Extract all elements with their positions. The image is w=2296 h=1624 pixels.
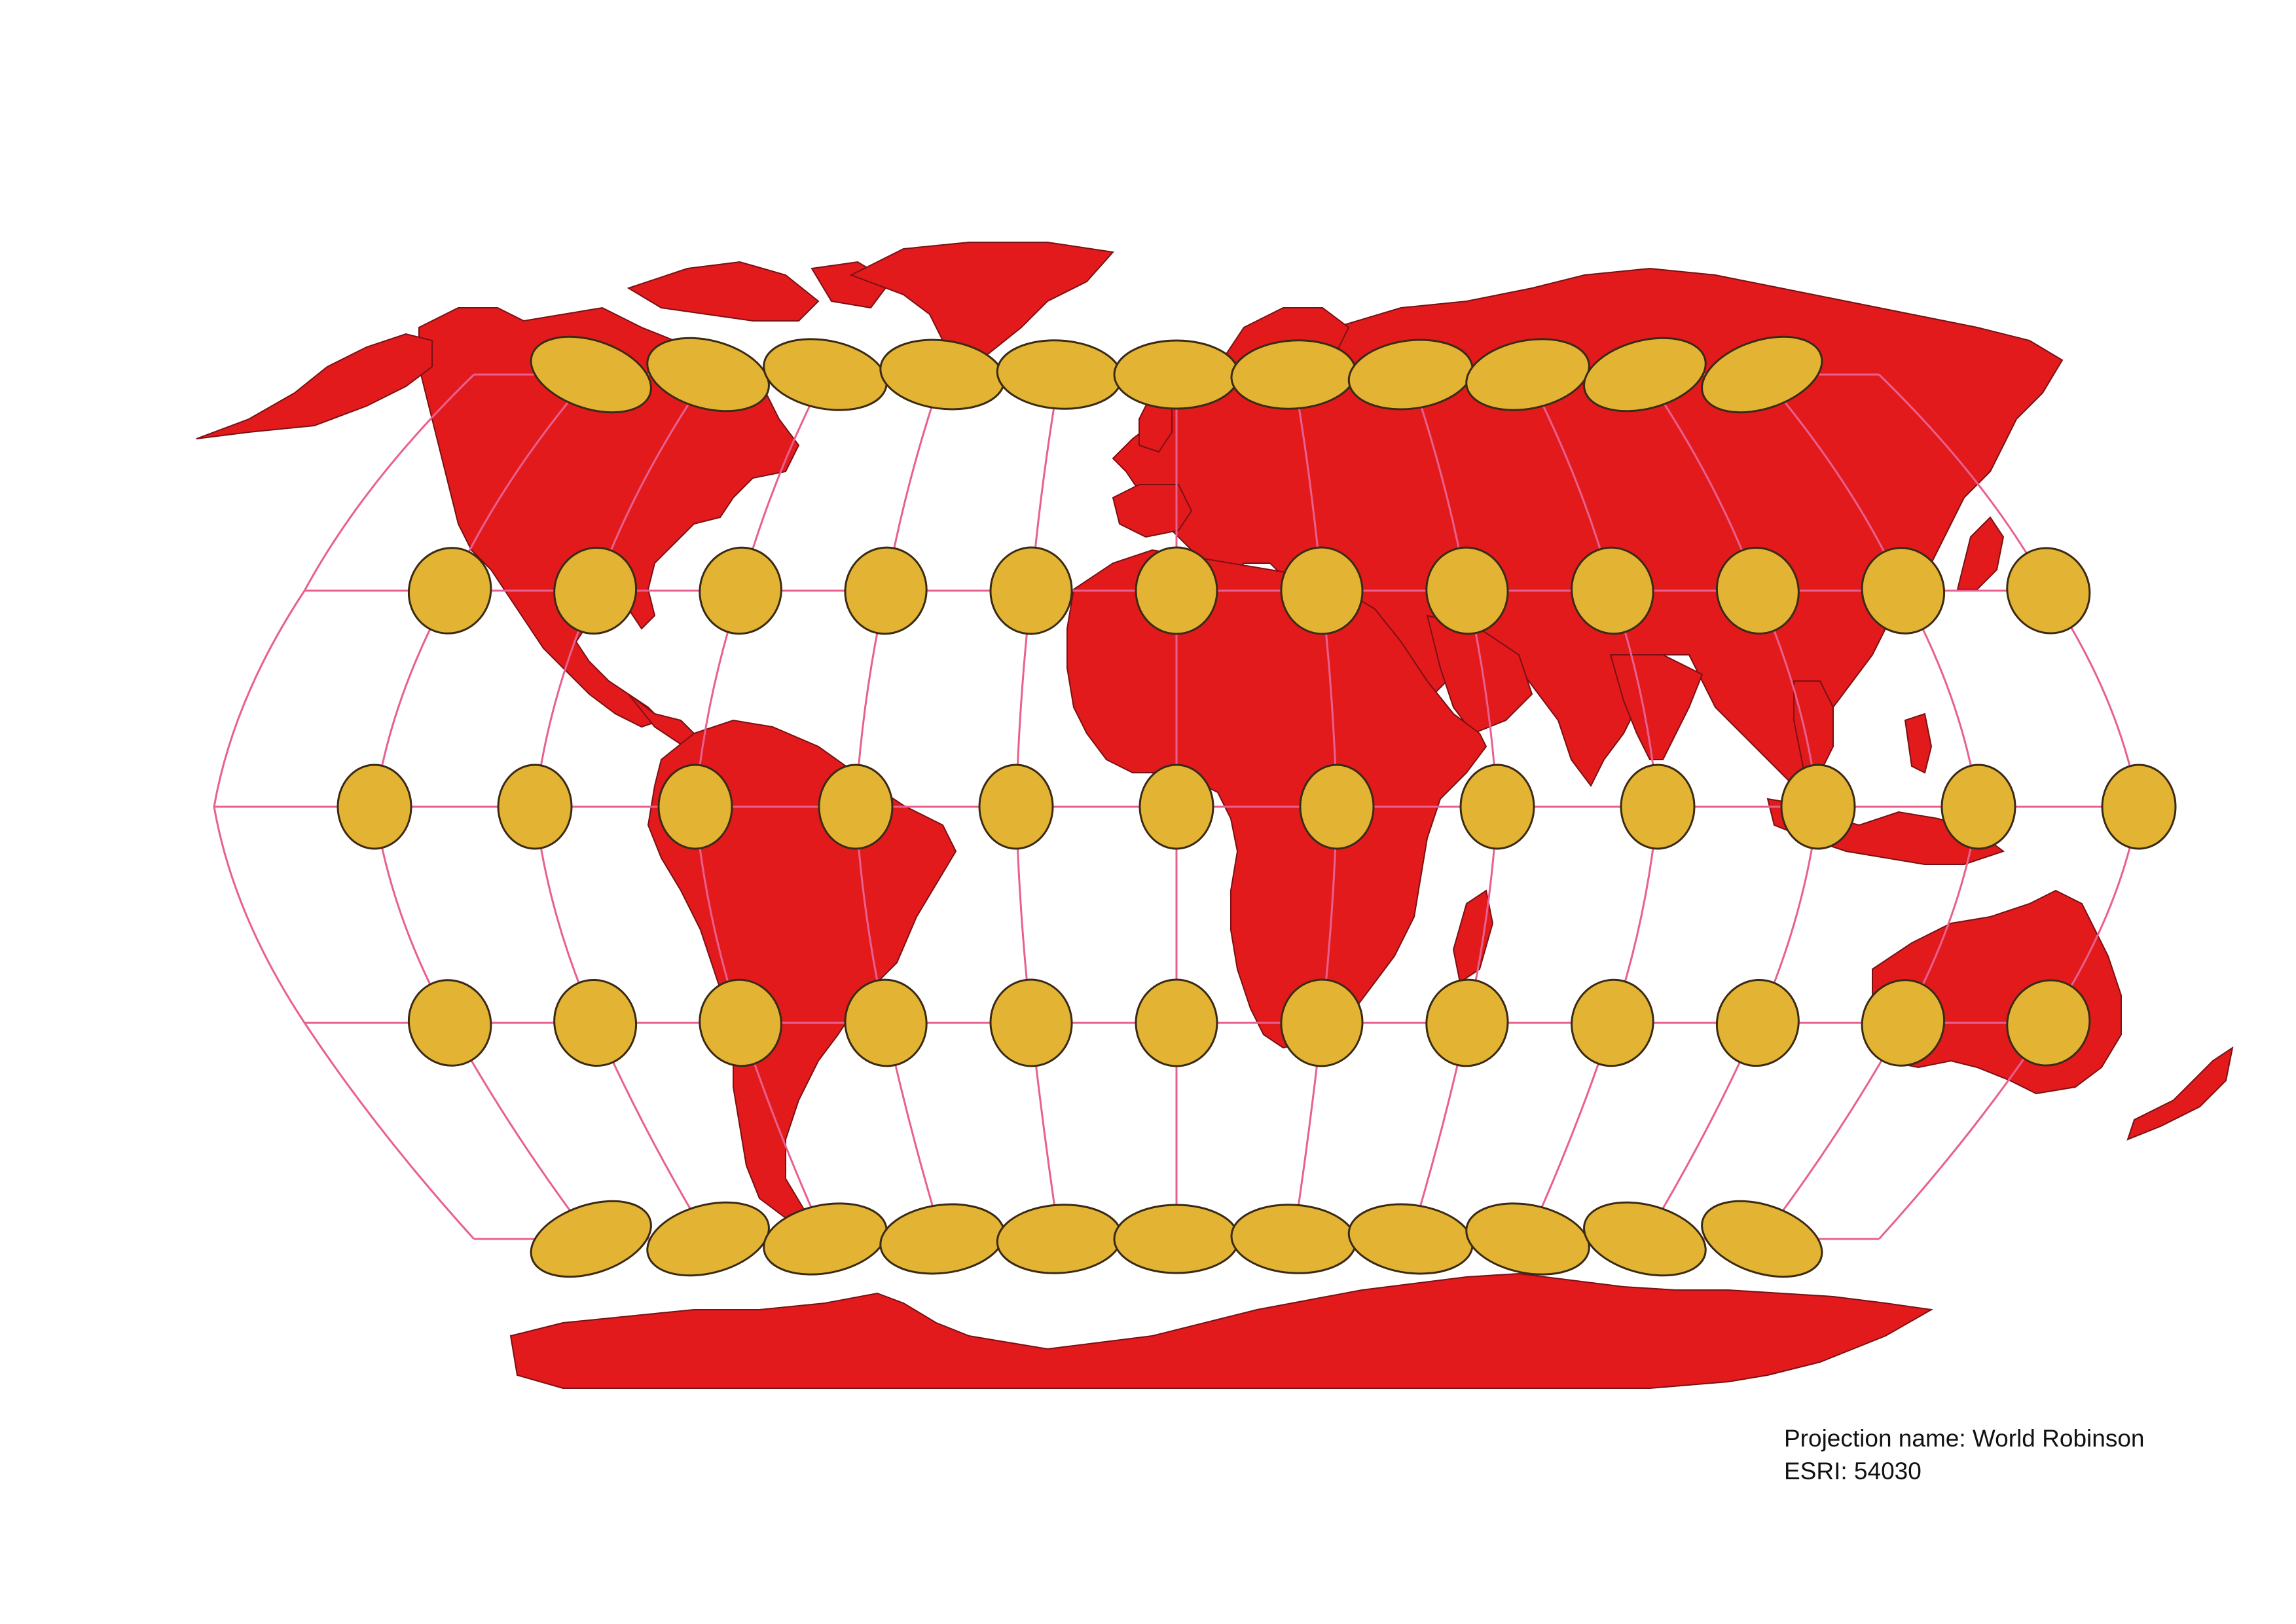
tissot-ellipse [1941, 764, 2016, 850]
tissot-ellipse [1571, 978, 1654, 1067]
tissot-ellipse [657, 764, 733, 850]
tissot-ellipse [1425, 978, 1509, 1067]
tissot-ellipse [1280, 546, 1364, 635]
tissot-ellipse [763, 338, 888, 411]
tissot-ellipse [699, 978, 782, 1067]
philippines [1904, 712, 1933, 774]
tissot-ellipse [1861, 979, 1946, 1067]
tissot-ellipse [989, 546, 1073, 635]
tissot-ellipse [978, 764, 1054, 850]
tissot-ellipse [844, 978, 928, 1067]
land-masses [196, 242, 2234, 1389]
tissot-ellipse [407, 979, 492, 1067]
tissot-ellipse [2101, 764, 2177, 850]
canadian-arctic-islands [627, 261, 892, 322]
tissot-ellipse [1135, 546, 1218, 635]
tissot-ellipse [530, 1200, 652, 1278]
tissot-ellipse [1459, 764, 1535, 850]
tissot-ellipse [530, 335, 652, 414]
tissot-ellipse [1465, 1202, 1590, 1276]
japan [1956, 516, 2005, 590]
tissot-ellipse [1299, 764, 1375, 850]
tissot-ellipse [553, 978, 638, 1067]
tissot-ellipse [1715, 978, 1800, 1067]
madagascar [1452, 889, 1494, 984]
tissot-ellipse [1139, 764, 1214, 850]
tissot-ellipse [879, 1203, 1006, 1275]
tissot-ellipse [818, 764, 894, 850]
tissot-indicatrix [337, 335, 2177, 1278]
tissot-ellipse [2006, 979, 2091, 1067]
tissot-ellipse [1583, 337, 1707, 413]
tissot-ellipse [553, 546, 638, 635]
tissot-ellipse [1701, 335, 1823, 414]
tissot-ellipse [996, 1204, 1123, 1274]
arabian-peninsula [1426, 614, 1533, 735]
tissot-ellipse [1861, 547, 1946, 635]
tissot-ellipse [1465, 338, 1590, 411]
tissot-ellipse [699, 546, 782, 635]
tissot-ellipse [1135, 978, 1218, 1067]
tissot-ellipse [646, 337, 770, 413]
tissot-ellipse [989, 978, 1073, 1067]
tissot-ellipse [646, 1201, 770, 1277]
tissot-ellipse [763, 1202, 888, 1276]
projection-caption: Projection name: World Robinson ESRI: 54… [1784, 1422, 2144, 1488]
tissot-ellipse [407, 547, 492, 635]
tissot-ellipse [1701, 1200, 1823, 1278]
tissot-ellipse [1620, 764, 1696, 850]
tissot-ellipse [1425, 546, 1509, 635]
iberia [1112, 484, 1193, 538]
india [1609, 654, 1704, 760]
projection-name-label: Projection name: World Robinson [1784, 1425, 2145, 1452]
tissot-ellipse [1113, 1204, 1240, 1274]
tissot-ellipse [497, 764, 573, 850]
greenland [849, 242, 1114, 368]
tissot-ellipse [1280, 978, 1364, 1067]
tissot-ellipse [996, 339, 1123, 410]
tissot-ellipse [1780, 764, 1856, 850]
tissot-ellipse [337, 764, 412, 850]
tissot-ellipse [1347, 1203, 1474, 1275]
tissot-ellipse [2006, 547, 2091, 635]
tissot-ellipse [1583, 1201, 1707, 1277]
tissot-ellipse [844, 546, 928, 635]
esri-code-label: ESRI: 54030 [1784, 1458, 1922, 1485]
tissot-ellipse [1113, 339, 1240, 410]
alaska [196, 333, 433, 439]
antarctica [509, 1272, 1934, 1389]
meridian-line [213, 373, 475, 1240]
tissot-ellipse [1230, 1204, 1357, 1274]
new-zealand [2126, 1046, 2234, 1141]
tissot-ellipse [1715, 546, 1800, 635]
tissot-ellipse [1571, 546, 1654, 635]
